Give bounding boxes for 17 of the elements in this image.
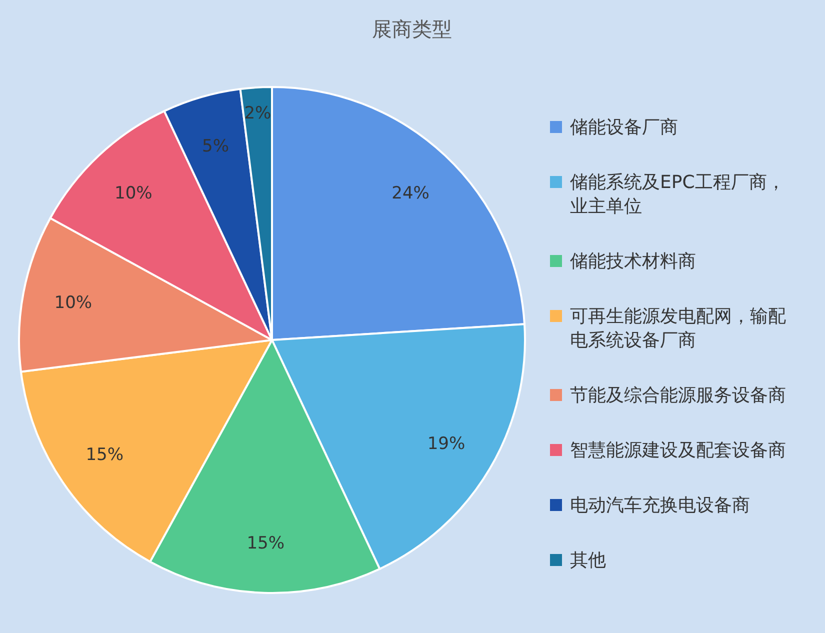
legend-label: 储能系统及EPC工程厂商，业主单位 (570, 172, 785, 217)
data-label: 5% (202, 136, 230, 157)
legend-label: 储能设备厂商 (570, 117, 678, 138)
legend-label: 其他 (570, 550, 606, 571)
data-label: 15% (246, 533, 285, 554)
data-label: 15% (86, 444, 124, 465)
legend-label: 节能及综合能源服务设备商 (570, 385, 786, 406)
legend-label: 储能技术材料商 (570, 251, 696, 272)
legend-label: 电动汽车充换电设备商 (570, 495, 750, 516)
data-label: 10% (114, 183, 152, 204)
data-label: 2% (244, 104, 272, 124)
chart-title: 展商类型 (372, 17, 452, 41)
data-label: 24% (392, 183, 430, 204)
data-label: 10% (54, 293, 92, 314)
legend-label: 可再生能源发电配网，输配电系统设备厂商 (570, 306, 786, 351)
legend-label: 智慧能源建设及配套设备商 (570, 440, 786, 461)
data-label: 19% (427, 434, 466, 454)
